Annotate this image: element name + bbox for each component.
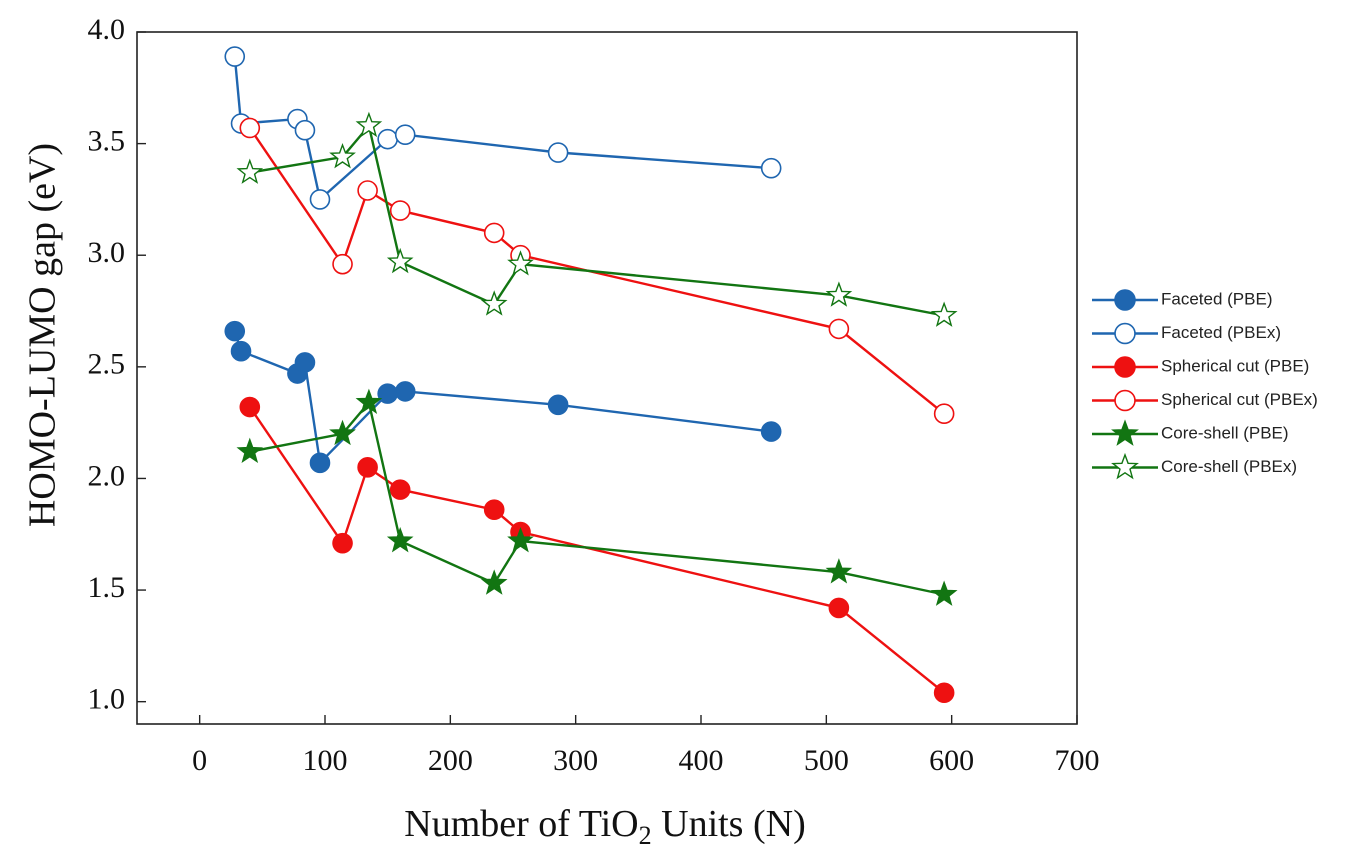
- y-tick-label: 2.0: [88, 459, 126, 492]
- y-tick-label: 3.0: [88, 236, 126, 269]
- legend-label: Spherical cut (PBEx): [1161, 390, 1318, 409]
- data-point: [386, 526, 414, 553]
- data-point: [480, 569, 508, 595]
- legend: Faceted (PBE) Faceted (PBEx) Spherical cut…: [1092, 289, 1318, 480]
- data-point: [828, 318, 850, 340]
- legend-label: Core-shell (PBEx): [1161, 457, 1297, 476]
- data-point: [480, 290, 508, 316]
- x-tick-label: 100: [303, 744, 348, 777]
- data-point: [933, 682, 955, 704]
- legend-label: Core-shell (PBE): [1161, 423, 1289, 442]
- x-tick-label: 400: [679, 744, 724, 777]
- series-core-shell-pbe: [236, 388, 958, 606]
- data-point: [224, 320, 246, 342]
- legend-swatch-marker: [1114, 356, 1136, 378]
- data-point: [239, 117, 261, 139]
- legend-item-core-shell-pbex: Core-shell (PBEx): [1092, 452, 1297, 480]
- x-tick-label: 500: [804, 744, 849, 777]
- data-point: [309, 189, 331, 210]
- x-tick-label: 300: [553, 744, 598, 777]
- series-layer: [224, 46, 958, 704]
- data-point: [355, 388, 383, 414]
- legend-item-spherical-cut-pbe: Spherical cut (PBE): [1092, 356, 1309, 378]
- series-line: [249, 123, 945, 317]
- legend-swatch-marker: [1111, 452, 1139, 480]
- data-point: [309, 452, 331, 474]
- data-point: [483, 499, 505, 521]
- legend-item-faceted-pbex: Faceted (PBEx): [1092, 322, 1281, 345]
- data-point: [386, 247, 414, 274]
- legend-item-spherical-cut-pbex: Spherical cut (PBEx): [1092, 389, 1318, 412]
- data-point: [547, 394, 569, 416]
- y-axis-title: HOMO-LUMO gap (eV): [22, 143, 64, 527]
- data-point: [389, 479, 411, 500]
- series-faceted-pbex: [224, 46, 782, 210]
- data-point: [933, 403, 955, 425]
- x-tick-label: 600: [929, 744, 974, 777]
- legend-item-faceted-pbe: Faceted (PBE): [1092, 289, 1273, 311]
- data-point: [294, 352, 316, 373]
- series-core-shell-pbex: [236, 111, 958, 327]
- data-point: [332, 253, 353, 275]
- legend-label: Faceted (PBEx): [1161, 323, 1281, 342]
- legend-swatch-marker: [1111, 419, 1139, 446]
- data-point: [230, 340, 252, 362]
- legend-swatch-marker: [1114, 322, 1136, 345]
- y-tick-label: 2.5: [88, 348, 126, 381]
- series-line: [233, 56, 772, 202]
- data-point: [547, 142, 569, 163]
- data-point: [825, 558, 853, 584]
- data-point: [507, 526, 534, 553]
- data-point: [394, 124, 416, 145]
- legend-swatch-marker: [1114, 289, 1136, 311]
- data-point: [377, 128, 398, 150]
- series-line: [233, 330, 772, 466]
- data-point: [930, 301, 958, 327]
- y-tick-label: 3.5: [88, 125, 126, 158]
- data-point: [329, 142, 356, 169]
- x-tick-label: 200: [428, 744, 473, 777]
- data-point: [394, 381, 416, 402]
- series-spherical-cut-pbex: [239, 117, 955, 425]
- data-point: [760, 421, 782, 442]
- data-point: [825, 281, 853, 307]
- data-point: [294, 119, 316, 141]
- data-point: [355, 111, 383, 138]
- data-point: [760, 157, 782, 179]
- data-point: [828, 597, 850, 619]
- series-line: [249, 399, 945, 596]
- data-point: [239, 396, 261, 418]
- series-faceted-pbe: [224, 320, 782, 474]
- x-tick-label: 0: [192, 744, 207, 777]
- data-point: [236, 437, 264, 464]
- data-point: [329, 419, 356, 446]
- data-point: [930, 580, 958, 606]
- legend-label: Spherical cut (PBE): [1161, 356, 1309, 375]
- data-point: [377, 383, 398, 404]
- series-line: [248, 406, 945, 694]
- data-point: [224, 46, 246, 67]
- legend-swatch-marker: [1114, 389, 1136, 412]
- x-axis-title: Number of TiO2 Units (N): [404, 803, 805, 850]
- y-tick-label: 4.0: [88, 13, 126, 46]
- data-point: [483, 222, 505, 244]
- plot-frame: [136, 31, 1078, 725]
- data-point: [507, 250, 534, 276]
- data-point: [332, 532, 353, 554]
- axes: 0 100 200 300 400 500 600 700 1.0 1.5 2.0 2.5 3.0 3.5…: [88, 13, 1100, 777]
- data-point: [236, 158, 264, 184]
- y-tick-label: 1.0: [88, 683, 126, 716]
- data-point: [357, 456, 378, 478]
- y-tick-label: 1.5: [88, 571, 126, 604]
- legend-item-core-shell-pbe: Core-shell (PBE): [1092, 419, 1289, 446]
- series-line: [248, 127, 945, 415]
- data-point: [389, 200, 411, 221]
- data-point: [357, 180, 378, 201]
- legend-label: Faceted (PBE): [1161, 289, 1273, 308]
- x-tick-label: 700: [1055, 744, 1100, 777]
- series-spherical-cut-pbe: [239, 396, 955, 704]
